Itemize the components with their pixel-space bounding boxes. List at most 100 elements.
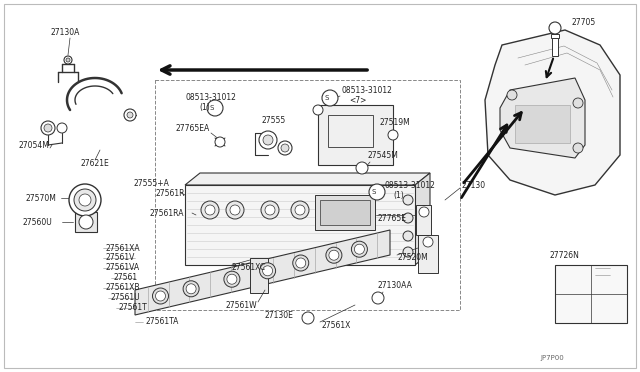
Circle shape [227, 274, 237, 284]
Bar [315, 195, 375, 230]
Bar [75, 212, 97, 232]
Circle shape [295, 205, 305, 215]
Text: 08513-31012: 08513-31012 [185, 93, 236, 102]
Circle shape [41, 121, 55, 135]
Text: 27561V: 27561V [105, 253, 134, 263]
Text: 27054M: 27054M [18, 141, 49, 150]
Circle shape [355, 244, 364, 254]
Text: 08513-31012: 08513-31012 [385, 180, 436, 189]
Text: 27561XC: 27561XC [232, 263, 266, 273]
Circle shape [351, 241, 367, 257]
Circle shape [156, 291, 166, 301]
Text: 27561T: 27561T [118, 304, 147, 312]
Text: 27570M: 27570M [25, 193, 56, 202]
Circle shape [224, 271, 240, 287]
Circle shape [66, 58, 70, 62]
Circle shape [403, 231, 413, 241]
Text: 27555: 27555 [262, 115, 286, 125]
Bar [185, 185, 415, 265]
Text: 27560U: 27560U [22, 218, 52, 227]
Text: 27130AA: 27130AA [378, 280, 413, 289]
Circle shape [205, 205, 215, 215]
Bar [328, 115, 373, 147]
Text: 27130E: 27130E [265, 311, 294, 320]
Bar [416, 205, 431, 235]
Circle shape [573, 143, 583, 153]
Circle shape [183, 281, 199, 297]
Circle shape [291, 201, 309, 219]
Bar [551, 34, 559, 38]
Text: 27561U: 27561U [110, 294, 140, 302]
Text: 27555+A: 27555+A [133, 179, 169, 187]
Polygon shape [500, 78, 585, 158]
Bar [155, 80, 460, 310]
Bar [515, 105, 570, 143]
Circle shape [207, 100, 223, 116]
Text: 27545M: 27545M [368, 151, 399, 160]
Text: 27130: 27130 [462, 180, 486, 189]
Text: (1): (1) [393, 190, 404, 199]
Bar [250, 258, 268, 293]
Text: 27520M: 27520M [398, 253, 429, 263]
Text: 27726N: 27726N [550, 250, 580, 260]
Circle shape [356, 162, 368, 174]
Circle shape [79, 194, 91, 206]
Text: 27621E: 27621E [80, 158, 109, 167]
Text: 27561RA: 27561RA [150, 208, 184, 218]
Circle shape [261, 201, 279, 219]
Circle shape [369, 184, 385, 200]
Text: (1): (1) [199, 103, 210, 112]
Circle shape [281, 144, 289, 152]
Circle shape [423, 237, 433, 247]
Circle shape [403, 213, 413, 223]
Circle shape [69, 184, 101, 216]
Text: S: S [372, 189, 376, 195]
Text: <7>: <7> [349, 96, 366, 105]
Bar [418, 235, 438, 273]
Text: 27765E: 27765E [378, 214, 407, 222]
Circle shape [265, 205, 275, 215]
Circle shape [230, 205, 240, 215]
Circle shape [326, 247, 342, 263]
Bar [552, 38, 558, 56]
Text: S: S [210, 105, 214, 111]
Circle shape [292, 255, 308, 271]
Circle shape [313, 105, 323, 115]
Circle shape [403, 195, 413, 205]
Text: 27561W: 27561W [225, 301, 257, 310]
Circle shape [372, 292, 384, 304]
Circle shape [296, 258, 306, 268]
Text: 27561TA: 27561TA [145, 317, 179, 327]
Polygon shape [485, 30, 620, 195]
Bar [318, 105, 393, 165]
Circle shape [388, 130, 398, 140]
Polygon shape [185, 173, 430, 185]
Text: 27130A: 27130A [50, 28, 79, 36]
Circle shape [278, 141, 292, 155]
Circle shape [419, 207, 429, 217]
Text: 27561XA: 27561XA [105, 244, 140, 253]
Circle shape [259, 131, 277, 149]
Text: 27561XB: 27561XB [105, 283, 140, 292]
Circle shape [573, 98, 583, 108]
Text: 27561VA: 27561VA [105, 263, 139, 273]
Circle shape [226, 201, 244, 219]
Circle shape [263, 135, 273, 145]
Text: 27765EA: 27765EA [175, 124, 209, 132]
Circle shape [64, 56, 72, 64]
Circle shape [201, 201, 219, 219]
Circle shape [322, 90, 338, 106]
Circle shape [57, 123, 67, 133]
Circle shape [74, 189, 96, 211]
Circle shape [549, 22, 561, 34]
Text: 08513-31012: 08513-31012 [342, 86, 393, 94]
Circle shape [79, 215, 93, 229]
Circle shape [260, 263, 276, 279]
Bar [320, 200, 370, 225]
Circle shape [262, 266, 273, 276]
Circle shape [44, 124, 52, 132]
Circle shape [124, 109, 136, 121]
Circle shape [186, 284, 196, 294]
Polygon shape [415, 173, 430, 265]
Circle shape [329, 250, 339, 260]
